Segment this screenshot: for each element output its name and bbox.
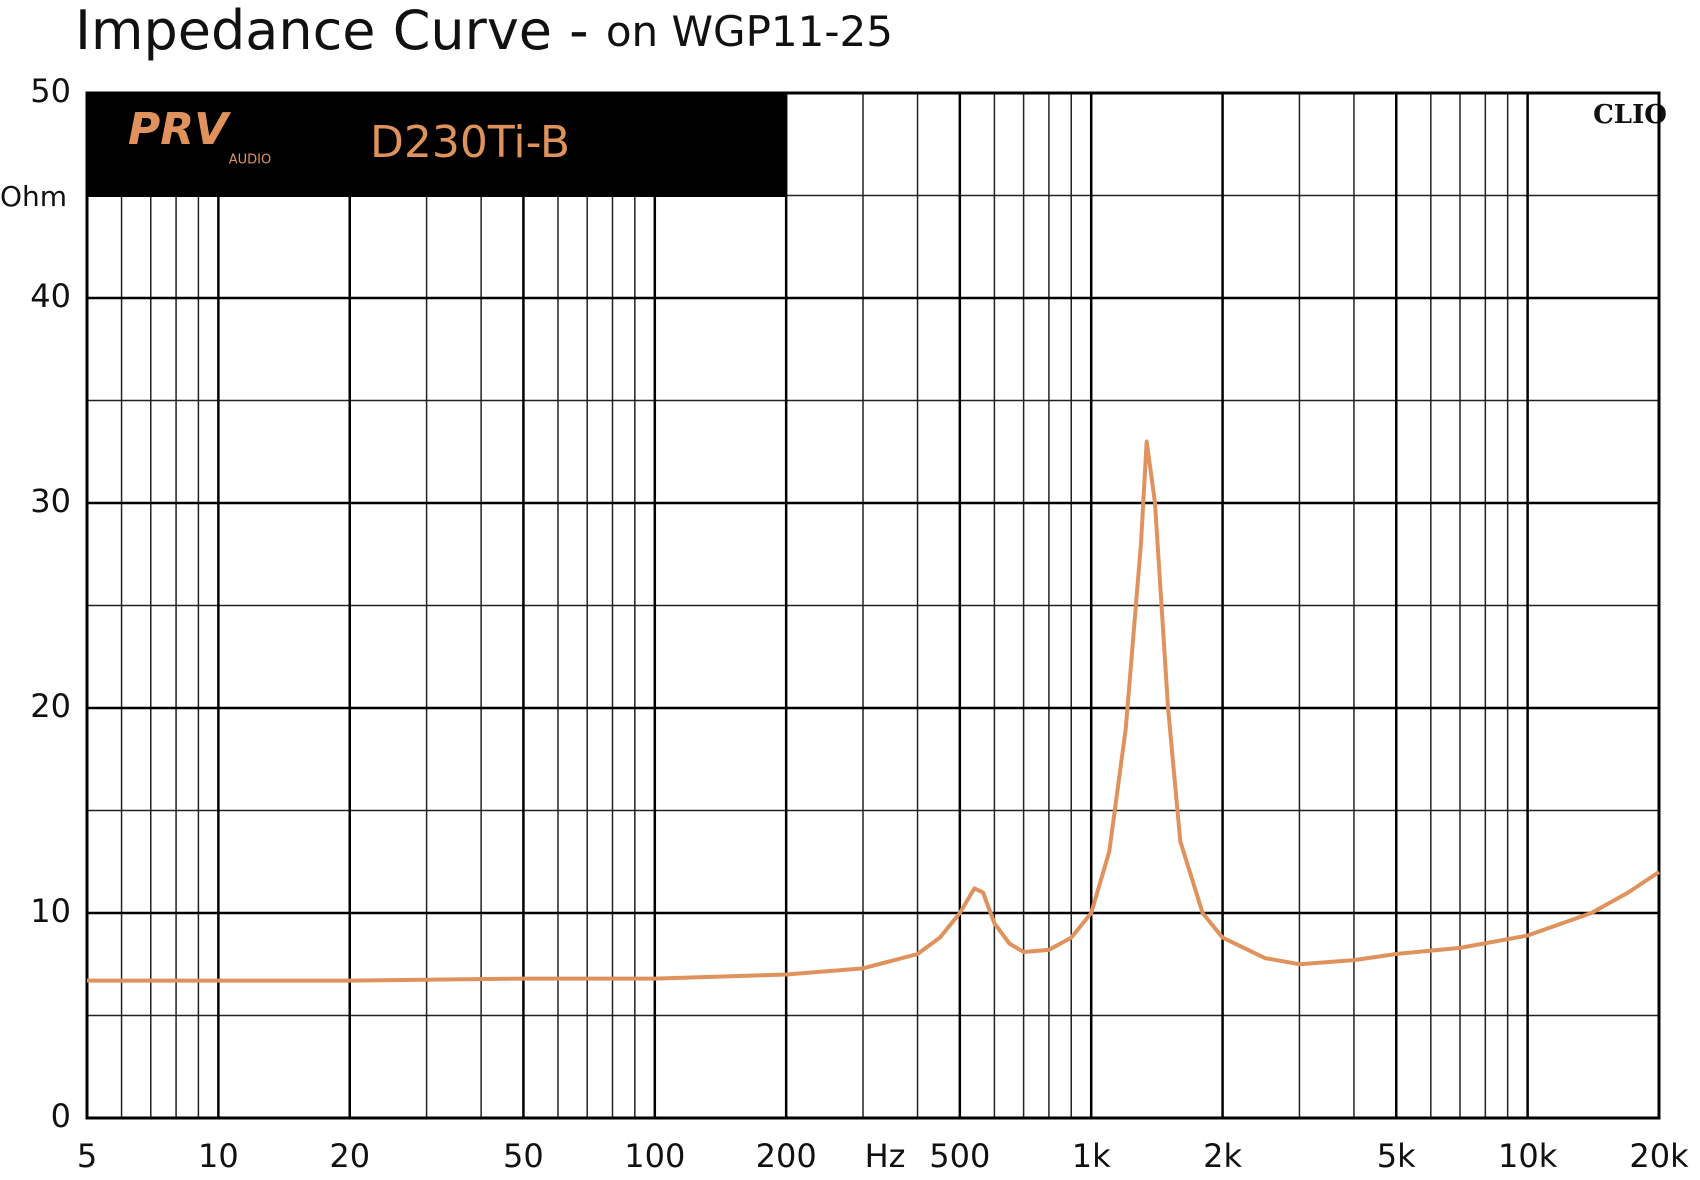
x-tick-label: 5k bbox=[1377, 1137, 1416, 1175]
logo-brand: PRV bbox=[128, 104, 231, 155]
y-tick-label: 30 bbox=[30, 482, 71, 520]
impedance-curve bbox=[87, 439, 1661, 983]
x-tick-label: 200 bbox=[756, 1137, 817, 1175]
y-tick-label: 0 bbox=[51, 1097, 71, 1135]
y-tick-label: 10 bbox=[30, 892, 71, 930]
logo-model: D230Ti-B bbox=[370, 117, 570, 168]
x-tick-label: 100 bbox=[624, 1137, 685, 1175]
y-tick-label: 50 bbox=[30, 72, 71, 110]
y-tick-label: 20 bbox=[30, 687, 71, 725]
y-tick-label: 40 bbox=[30, 277, 71, 315]
x-tick-label: 2k bbox=[1203, 1137, 1242, 1175]
logo-sub: AUDIO bbox=[229, 153, 272, 168]
chart-title: Impedance Curve - on WGP11-25 bbox=[75, 0, 893, 62]
title: Impedance Curve - bbox=[75, 0, 589, 62]
subtitle: on WGP11-25 bbox=[606, 7, 893, 56]
x-tick-label: 10 bbox=[198, 1137, 239, 1175]
watermark: CLIO bbox=[1593, 100, 1667, 130]
x-tick-label: 500 bbox=[929, 1137, 990, 1175]
logo-box bbox=[87, 93, 787, 197]
x-tick-label: 10k bbox=[1498, 1137, 1558, 1175]
x-tick-label: 20k bbox=[1629, 1137, 1689, 1175]
x-tick-label: 5 bbox=[77, 1137, 97, 1175]
plot-frame bbox=[85, 91, 1661, 1120]
x-tick-label: 1k bbox=[1072, 1137, 1111, 1175]
x-axis-label: Hz bbox=[865, 1137, 906, 1175]
y-axis-label: Ohm bbox=[0, 180, 67, 213]
x-tick-label: 20 bbox=[329, 1137, 370, 1175]
x-tick-label: 50 bbox=[503, 1137, 544, 1175]
